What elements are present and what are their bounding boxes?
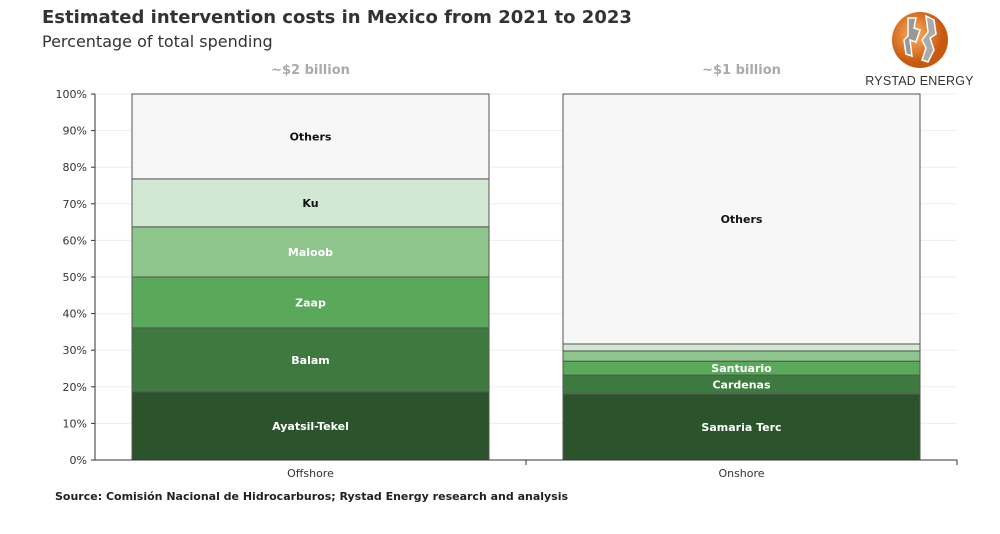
bar-segment: [131, 391, 490, 461]
bar-segment: [131, 226, 490, 278]
globe-logo-icon: [891, 12, 948, 68]
bar-segment: [562, 350, 921, 362]
category-annotation: ~$1 billion: [702, 63, 781, 78]
x-tick-label: Offshore: [287, 467, 334, 480]
y-tick-label: 100%: [56, 88, 87, 101]
bar-segment: [131, 93, 490, 180]
segment-label: Others: [290, 130, 332, 143]
y-tick-label: 60%: [63, 234, 87, 247]
bar-segment: [131, 327, 490, 393]
segment-label: Zaap: [295, 296, 326, 309]
bar-segment: [562, 343, 921, 352]
category-annotation: ~$2 billion: [271, 63, 350, 78]
segment-label: Ku: [302, 197, 318, 210]
y-tick-label: 30%: [63, 344, 87, 357]
segment-label: Cardenas: [712, 379, 771, 392]
source-note: Source: Comisión Nacional de Hidrocarbur…: [55, 490, 569, 503]
bar-segment: [562, 393, 921, 461]
y-tick-label: 0%: [70, 454, 87, 467]
bar-segment: [131, 178, 490, 228]
segment-label: Santuario: [711, 362, 772, 375]
y-tick-label: 70%: [63, 198, 87, 211]
y-tick-label: 90%: [63, 125, 87, 138]
y-tick-label: 80%: [63, 161, 87, 174]
segment-label: Balam: [291, 354, 329, 367]
chart-title: Estimated intervention costs in Mexico f…: [42, 7, 632, 28]
bar-segment: [131, 276, 490, 329]
bar-segment: [562, 93, 921, 345]
segment-label: Others: [721, 213, 763, 226]
segment-label: Samaria Terc: [701, 421, 781, 434]
chart-subtitle: Percentage of total spending: [42, 32, 273, 51]
y-tick-label: 10%: [63, 417, 87, 430]
segment-label: Ayatsil-Tekel: [272, 420, 349, 433]
y-tick-label: 40%: [63, 308, 87, 321]
y-tick-label: 50%: [63, 271, 87, 284]
rystad-logo: RYSTAD ENERGY: [862, 10, 977, 88]
y-tick-label: 20%: [63, 381, 87, 394]
segment-label: Maloob: [288, 246, 333, 259]
x-tick-label: Onshore: [718, 467, 764, 480]
logo-text: RYSTAD ENERGY: [865, 74, 974, 88]
